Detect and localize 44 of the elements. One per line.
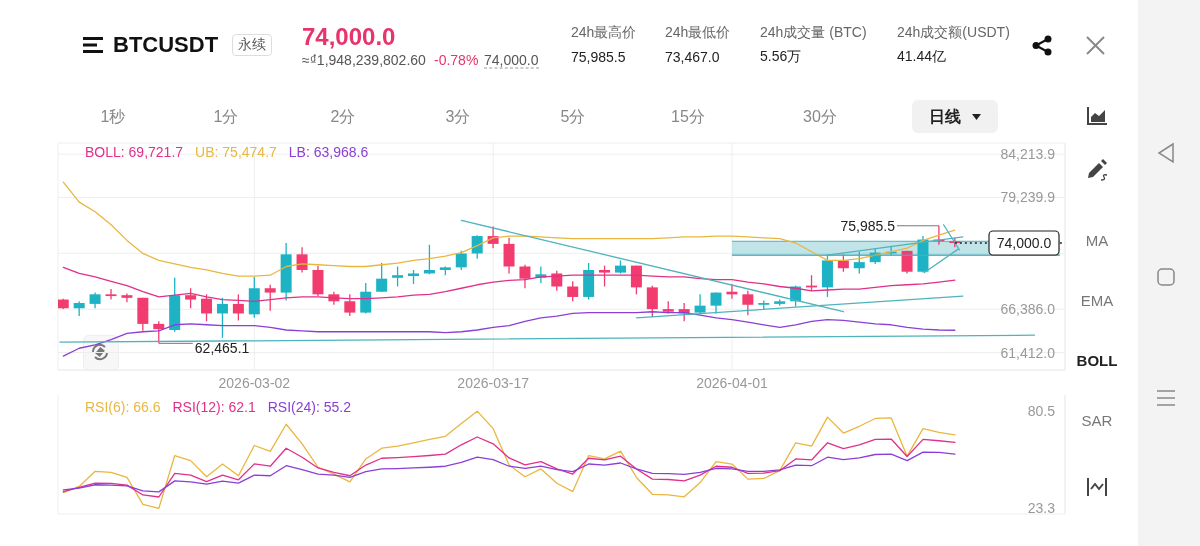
text: 30分 — [803, 106, 837, 127]
text: 1分 — [213, 106, 239, 127]
annotation: 62,465.1 — [194, 340, 250, 357]
text: 永续 — [232, 34, 272, 56]
ref-line-label: 74,000.0 — [996, 235, 1052, 252]
text: 3分 — [445, 106, 471, 127]
x-tick-label: 2026-03-02 — [218, 374, 291, 391]
text: 24h成交量 (BTC) — [760, 24, 867, 42]
text: 1秒 — [100, 106, 126, 127]
annotation: 75,985.5 — [840, 217, 896, 234]
text: 24h最高价 — [571, 24, 637, 42]
x-tick-label: 2026-04-01 — [696, 374, 768, 391]
text: MA — [1085, 231, 1109, 249]
text: SAR — [1081, 411, 1113, 429]
text: 日线 — [929, 106, 961, 127]
text: 5分 — [560, 106, 586, 127]
text: BOLL: 69,721.7 — [85, 144, 184, 160]
text: 15分 — [671, 106, 705, 127]
text: 41.44亿 — [897, 48, 947, 66]
text: RSI(6): 66.6 — [85, 399, 161, 415]
y-tick-label: 61,412.0 — [1000, 344, 1056, 361]
y-tick-label: 80.5 — [1027, 403, 1056, 420]
y-tick-label: 23.3 — [1027, 500, 1056, 517]
x-tick-label: 2026-03-17 — [457, 374, 530, 391]
y-tick-label: 66,386.0 — [1000, 301, 1056, 318]
y-tick-label: 79,239.9 — [1000, 189, 1056, 206]
text: 74,000.0 — [302, 23, 396, 51]
text: BOLL — [1076, 351, 1118, 369]
text: RSI(12): 62.1 — [172, 399, 256, 415]
text: RSI(24): 55.2 — [267, 399, 352, 415]
text: 5.56万 — [760, 48, 802, 66]
text: 75,985.5 — [571, 49, 626, 65]
text: -0.78% — [434, 52, 479, 68]
text: LB: 63,968.6 — [288, 144, 369, 160]
text: EMA — [1080, 291, 1114, 309]
text: 24h最低价 — [665, 24, 731, 42]
y-tick-label: 84,213.9 — [1000, 146, 1056, 163]
text: UB: 75,474.7 — [195, 144, 277, 160]
text: 73,467.0 — [665, 49, 720, 65]
text: 74,000.0 — [484, 51, 539, 69]
text: 24h成交额(USDT) — [897, 24, 1010, 42]
text: 2分 — [330, 106, 356, 127]
text: BTCUSDT — [113, 32, 219, 58]
text: ≈₫1,948,239,802.60 — [302, 52, 426, 68]
